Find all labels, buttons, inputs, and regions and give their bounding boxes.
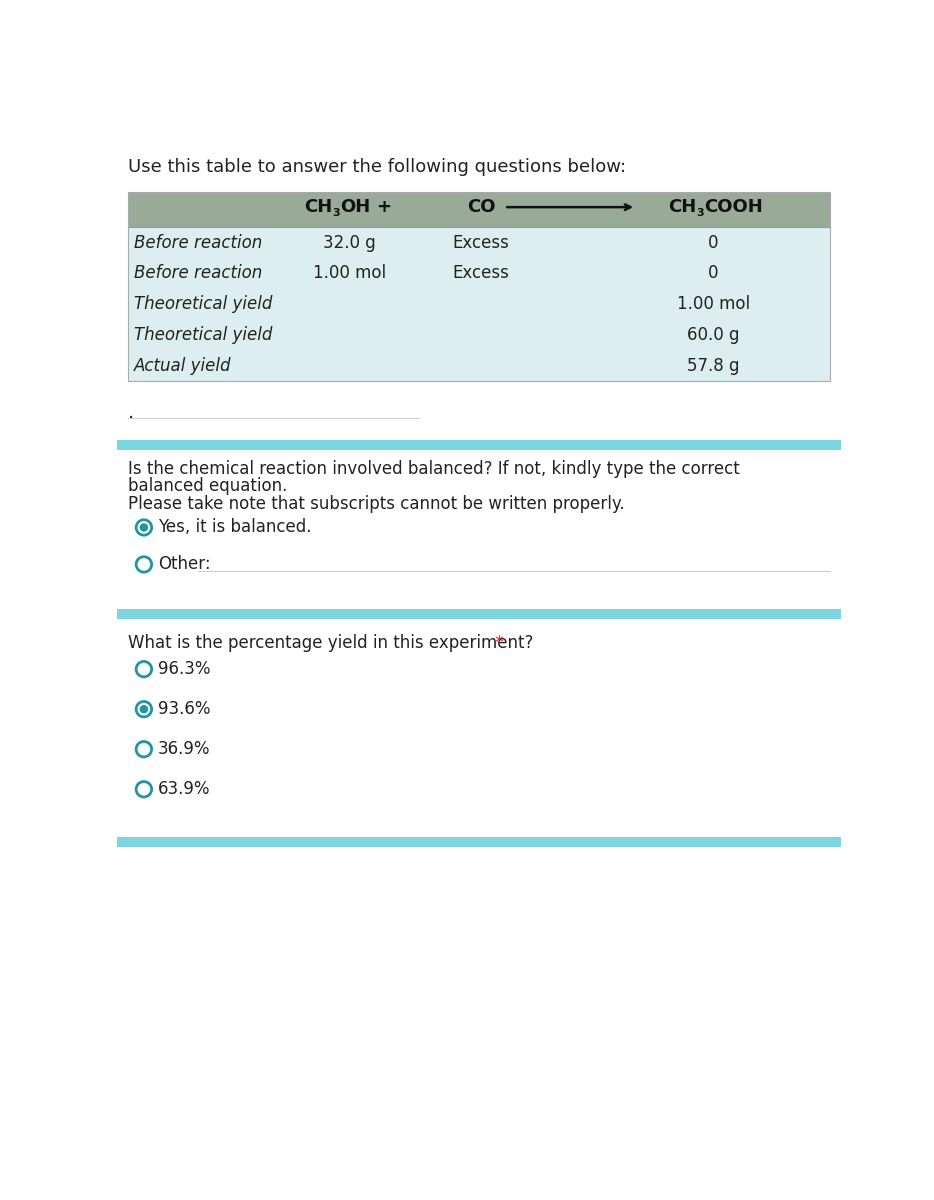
Text: Excess: Excess: [453, 234, 509, 252]
Text: What is the percentage yield in this experiment?: What is the percentage yield in this exp…: [128, 634, 533, 652]
Text: Excess: Excess: [453, 264, 509, 282]
Text: 93.6%: 93.6%: [158, 700, 210, 718]
Bar: [128, 192, 829, 382]
Text: balanced equation.: balanced equation.: [128, 476, 287, 494]
Text: 1.00 mol: 1.00 mol: [677, 295, 750, 313]
Text: Please take note that subscripts cannot be written properly.: Please take note that subscripts cannot …: [128, 496, 624, 514]
Text: 0: 0: [708, 264, 719, 282]
Text: 32.0 g: 32.0 g: [323, 234, 375, 252]
Text: Is the chemical reaction involved balanced? If not, kindly type the correct: Is the chemical reaction involved balanc…: [128, 460, 740, 478]
Text: 96.3%: 96.3%: [158, 660, 210, 678]
Text: 60.0 g: 60.0 g: [687, 326, 740, 344]
Text: +: +: [376, 198, 391, 216]
Text: .: .: [128, 403, 134, 421]
Text: Other:: Other:: [158, 556, 210, 574]
Text: Use this table to answer the following questions below:: Use this table to answer the following q…: [128, 158, 626, 176]
Text: Theoretical yield: Theoretical yield: [134, 295, 272, 313]
Bar: [128, 227, 829, 382]
Circle shape: [139, 523, 149, 532]
Text: 36.9%: 36.9%: [158, 740, 210, 758]
Text: Before reaction: Before reaction: [134, 234, 262, 252]
Circle shape: [139, 704, 149, 714]
Text: 63.9%: 63.9%: [158, 780, 210, 798]
Text: OH: OH: [340, 198, 370, 216]
Text: Yes, it is balanced.: Yes, it is balanced.: [158, 518, 311, 536]
Bar: [117, 439, 841, 450]
Text: 3: 3: [333, 208, 340, 217]
Text: 0: 0: [708, 234, 719, 252]
Text: 1.00 mol: 1.00 mol: [313, 264, 386, 282]
Text: Before reaction: Before reaction: [134, 264, 262, 282]
Bar: [128, 192, 829, 227]
Text: Theoretical yield: Theoretical yield: [134, 326, 272, 344]
Text: *: *: [490, 634, 504, 652]
Text: CO: CO: [467, 198, 495, 216]
Text: CH: CH: [668, 198, 697, 216]
Text: CH: CH: [304, 198, 333, 216]
Text: COOH: COOH: [704, 198, 763, 216]
Bar: [117, 610, 841, 619]
Bar: [117, 838, 841, 847]
Text: Actual yield: Actual yield: [134, 356, 232, 374]
Text: 3: 3: [697, 208, 704, 217]
Text: 57.8 g: 57.8 g: [687, 356, 740, 374]
